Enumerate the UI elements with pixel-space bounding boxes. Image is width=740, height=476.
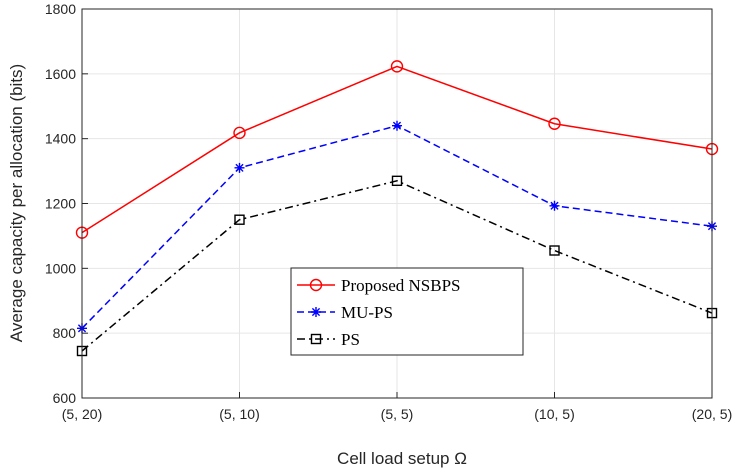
x-tick-label: (5, 5) <box>381 406 414 422</box>
legend: Proposed NSBPS MU-PS PS <box>290 267 524 356</box>
data-point <box>234 162 245 173</box>
y-axis-label: Average capacity per allocation (bits) <box>7 64 26 342</box>
legend-marker <box>310 333 322 345</box>
data-point <box>234 214 245 225</box>
data-point <box>392 120 402 131</box>
x-axis-ticks: (5, 20) (5, 10) (5, 5) (10, 5) (20, 5) <box>62 392 732 422</box>
data-point <box>391 175 403 187</box>
y-tick-label: 1400 <box>45 131 76 147</box>
x-tick-label: (10, 5) <box>534 406 574 422</box>
x-tick-label: (5, 20) <box>62 406 102 422</box>
series-line <box>81 65 713 234</box>
series-line <box>81 180 713 352</box>
legend-marker <box>311 307 321 317</box>
legend-label: PS <box>341 330 360 349</box>
y-tick-label: 1600 <box>45 66 76 82</box>
y-tick-label: 1800 <box>45 1 76 17</box>
legend-marker <box>309 278 323 292</box>
data-point <box>233 126 246 140</box>
data-point <box>390 60 404 73</box>
y-tick-label: 600 <box>53 390 77 406</box>
y-tick-label: 1200 <box>45 196 76 212</box>
data-point <box>549 245 560 256</box>
x-tick-label: (20, 5) <box>692 406 732 422</box>
data-point <box>549 200 560 211</box>
y-tick-label: 800 <box>53 325 77 341</box>
x-tick-label: (5, 10) <box>219 406 259 422</box>
y-axis-ticks: 600 800 1000 1200 1400 1600 1800 <box>45 1 88 406</box>
plot-frame <box>81 8 713 399</box>
legend-box <box>290 267 524 356</box>
legend-label: MU-PS <box>341 303 393 322</box>
legend-label: Proposed NSBPS <box>341 276 461 295</box>
data-point <box>548 117 561 130</box>
y-tick-label: 1000 <box>45 260 76 276</box>
x-axis-label: Cell load setup Ω <box>337 449 467 468</box>
